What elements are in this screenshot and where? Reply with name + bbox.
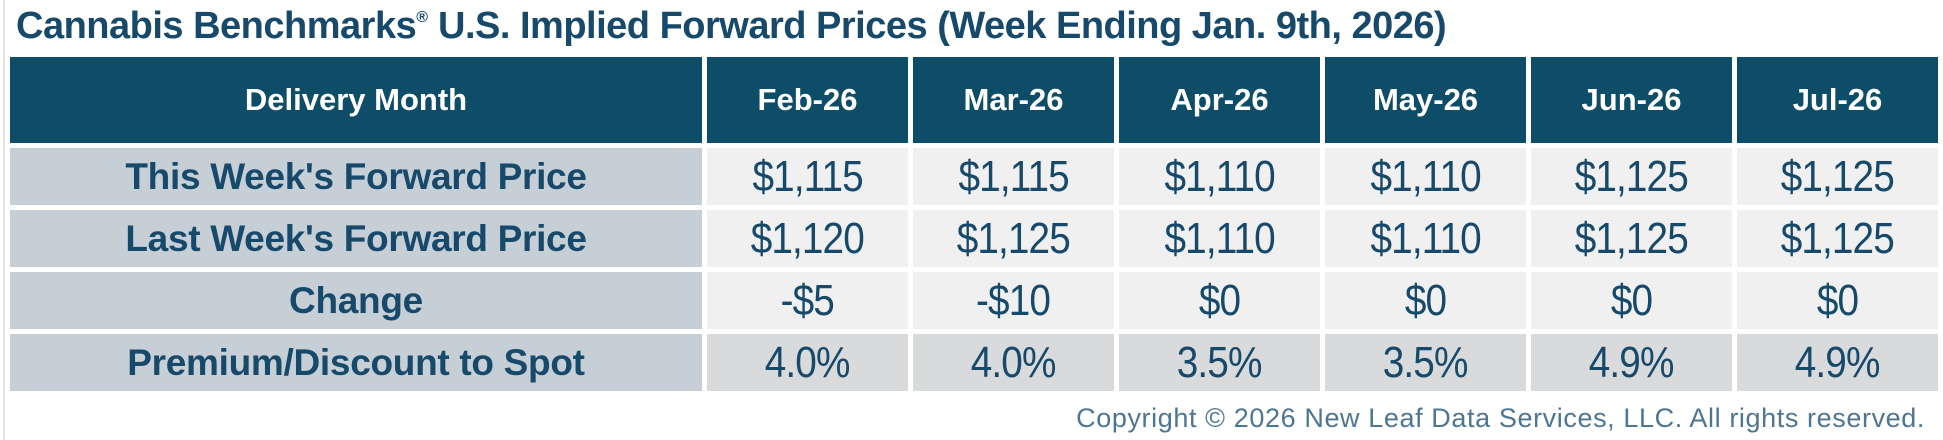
cell-this-week-jul: $1,125 [1737,148,1938,205]
left-edge-line [3,0,5,440]
cell-last-week-jul: $1,125 [1737,210,1938,267]
cell-change-jun: $0 [1531,272,1732,329]
cell-premium-jul: 4.9% [1737,334,1938,391]
cell-change-feb: -$5 [707,272,908,329]
cell-last-week-feb: $1,120 [707,210,908,267]
row-label-last-week-forward-price: Last Week's Forward Price [10,210,702,267]
copyright-text: Copyright © 2026 New Leaf Data Services,… [1076,403,1925,433]
column-header-may-26: May-26 [1325,57,1526,143]
cell-change-mar: -$10 [913,272,1114,329]
cell-premium-mar: 4.0% [913,334,1114,391]
registered-trademark-icon: ® [416,9,428,27]
table-row-last-week: Last Week's Forward Price $1,120 $1,125 … [10,210,1938,267]
forward-prices-table: Delivery Month Feb-26 Mar-26 Apr-26 May-… [5,52,1943,396]
page-title: Cannabis Benchmarks® U.S. Implied Forwar… [0,0,1943,52]
row-label-premium-discount-to-spot: Premium/Discount to Spot [10,334,702,391]
cell-premium-apr: 3.5% [1119,334,1320,391]
column-header-apr-26: Apr-26 [1119,57,1320,143]
cell-this-week-mar: $1,115 [913,148,1114,205]
column-header-jun-26: Jun-26 [1531,57,1732,143]
row-label-this-week-forward-price: This Week's Forward Price [10,148,702,205]
cell-premium-feb: 4.0% [707,334,908,391]
column-header-delivery-month: Delivery Month [10,57,702,143]
cell-last-week-apr: $1,110 [1119,210,1320,267]
title-rest: U.S. Implied Forward Prices (Week Ending… [427,5,1447,47]
table-header-row: Delivery Month Feb-26 Mar-26 Apr-26 May-… [10,57,1938,143]
title-brand: Cannabis Benchmarks [16,5,417,47]
column-header-mar-26: Mar-26 [913,57,1114,143]
cell-change-may: $0 [1325,272,1526,329]
cell-this-week-may: $1,110 [1325,148,1526,205]
cell-last-week-may: $1,110 [1325,210,1526,267]
cell-this-week-feb: $1,115 [707,148,908,205]
cell-change-apr: $0 [1119,272,1320,329]
table-row-premium-discount: Premium/Discount to Spot 4.0% 4.0% 3.5% … [10,334,1938,391]
cell-last-week-mar: $1,125 [913,210,1114,267]
table-row-change: Change -$5 -$10 $0 $0 $0 $0 [10,272,1938,329]
table-row-this-week: This Week's Forward Price $1,115 $1,115 … [10,148,1938,205]
column-header-feb-26: Feb-26 [707,57,908,143]
cell-this-week-jun: $1,125 [1531,148,1732,205]
column-header-jul-26: Jul-26 [1737,57,1938,143]
cell-change-jul: $0 [1737,272,1938,329]
cell-premium-may: 3.5% [1325,334,1526,391]
cell-premium-jun: 4.9% [1531,334,1732,391]
row-label-change: Change [10,272,702,329]
cell-this-week-apr: $1,110 [1119,148,1320,205]
cell-last-week-jun: $1,125 [1531,210,1732,267]
